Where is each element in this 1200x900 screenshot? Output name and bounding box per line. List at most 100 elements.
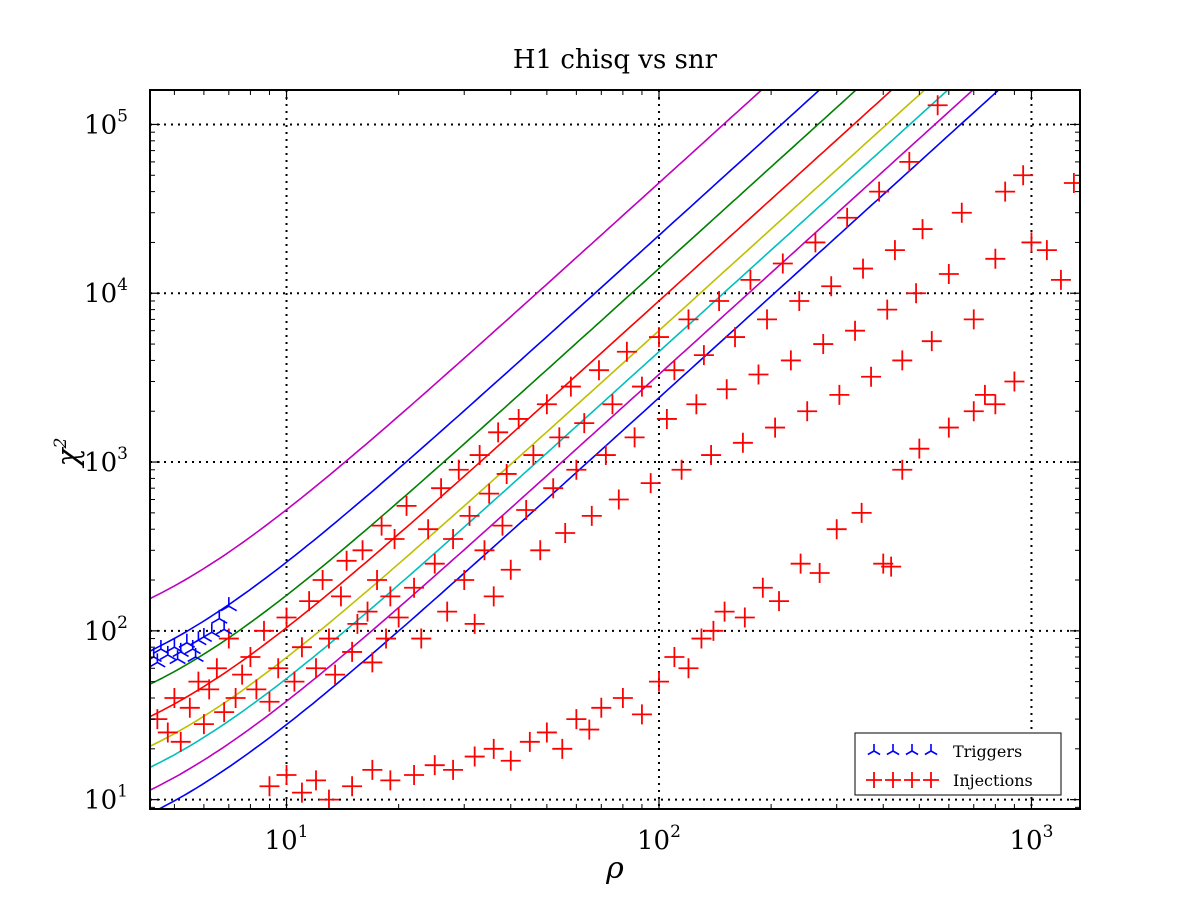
legend-trigger-marker: [867, 744, 881, 756]
injection-point: [464, 746, 485, 767]
injection-point: [291, 782, 312, 803]
injection-point: [342, 641, 363, 662]
legend-trigger-marker: [886, 744, 900, 756]
injection-point: [380, 586, 401, 607]
y-axis-label-group: χ2: [51, 437, 86, 468]
injection-point: [566, 459, 587, 480]
legend-injection-marker: [885, 772, 901, 788]
injection-point: [899, 151, 920, 172]
trigger-point: [211, 609, 228, 624]
injection-point: [543, 478, 564, 499]
injection-point: [560, 376, 581, 397]
y-tick-label-base: 10: [84, 110, 117, 140]
injection-point: [474, 540, 495, 561]
injection-point: [624, 427, 645, 448]
injection-point: [246, 679, 267, 700]
y-tick-label: 104: [84, 275, 128, 309]
injection-point: [188, 671, 209, 692]
injection-point: [877, 299, 898, 320]
injection-point: [508, 408, 529, 429]
injection-point: [701, 445, 722, 466]
injection-point: [299, 591, 320, 612]
trigger-point: [195, 627, 213, 643]
injection-point: [837, 207, 858, 228]
injection-point: [797, 401, 818, 422]
injection-point: [716, 379, 737, 400]
injection-point: [276, 764, 297, 785]
reference-curve: [150, 90, 975, 791]
injection-point: [752, 577, 773, 598]
plot-frame: [149, 89, 1081, 810]
injection-point: [631, 376, 652, 397]
legend-triggers-label: Triggers: [953, 742, 1022, 761]
trigger-point: [166, 638, 183, 653]
injection-point: [536, 394, 557, 415]
y-tick-label-exponent: 2: [117, 613, 128, 633]
y-axis-label: χ2: [51, 437, 86, 468]
injection-point: [995, 181, 1016, 202]
injection-point: [214, 702, 235, 723]
injection-point: [347, 613, 368, 634]
injection-point: [523, 445, 544, 466]
y-tick-label-base: 10: [84, 448, 117, 478]
injection-point: [912, 219, 933, 240]
trigger-point: [169, 650, 186, 665]
injection-point: [769, 591, 790, 612]
injection-point: [536, 722, 557, 743]
injection-point: [483, 738, 504, 759]
injection-point: [963, 401, 984, 422]
injection-point: [748, 364, 769, 385]
injection-point: [318, 628, 339, 649]
injection-point: [985, 248, 1006, 269]
x-axis-label: ρ: [605, 851, 624, 886]
trigger-point: [220, 597, 238, 612]
injection-point: [268, 658, 289, 679]
injection-point: [232, 664, 253, 685]
injection-point: [686, 394, 707, 415]
injection-point: [388, 607, 409, 628]
injection-point: [253, 620, 274, 641]
x-tick-label-exponent: 1: [298, 822, 309, 842]
injection-point: [805, 232, 826, 253]
injection-point: [367, 570, 388, 591]
injection-point: [330, 586, 351, 607]
injection-point: [179, 697, 200, 718]
injection-point: [678, 658, 699, 679]
reference-curve: [150, 90, 821, 652]
injection-point: [906, 283, 927, 304]
x-tick-label: 102: [637, 822, 681, 856]
injection-point: [612, 688, 633, 709]
injection-point: [566, 709, 587, 730]
injection-point: [938, 417, 959, 438]
injection-point: [1036, 240, 1057, 261]
injection-point: [555, 522, 576, 543]
injection-point: [757, 309, 778, 330]
injection-point: [318, 789, 339, 809]
injection-point: [691, 628, 712, 649]
y-tick-label: 103: [84, 444, 128, 478]
injection-point: [648, 671, 669, 692]
injection-point: [424, 553, 445, 574]
injection-point: [459, 505, 480, 526]
injection-point: [411, 628, 432, 649]
injection-point: [648, 327, 669, 348]
legend-box: [854, 732, 1062, 796]
trigger-point: [203, 623, 221, 638]
injection-point: [306, 770, 327, 791]
injection-point: [454, 570, 475, 591]
injection-point: [492, 515, 513, 536]
injection-point: [240, 646, 261, 667]
injection-point: [483, 586, 504, 607]
injection-point: [352, 540, 373, 561]
injection-point: [1013, 165, 1034, 186]
chart-title: H1 chisq vs snr: [513, 45, 718, 75]
reference-curve: [150, 90, 763, 600]
injection-point: [549, 427, 570, 448]
injection-point: [164, 688, 185, 709]
injection-point: [588, 360, 609, 381]
y-tick-label-exponent: 4: [117, 275, 128, 295]
injection-point: [362, 759, 383, 780]
trigger-point: [184, 640, 201, 655]
